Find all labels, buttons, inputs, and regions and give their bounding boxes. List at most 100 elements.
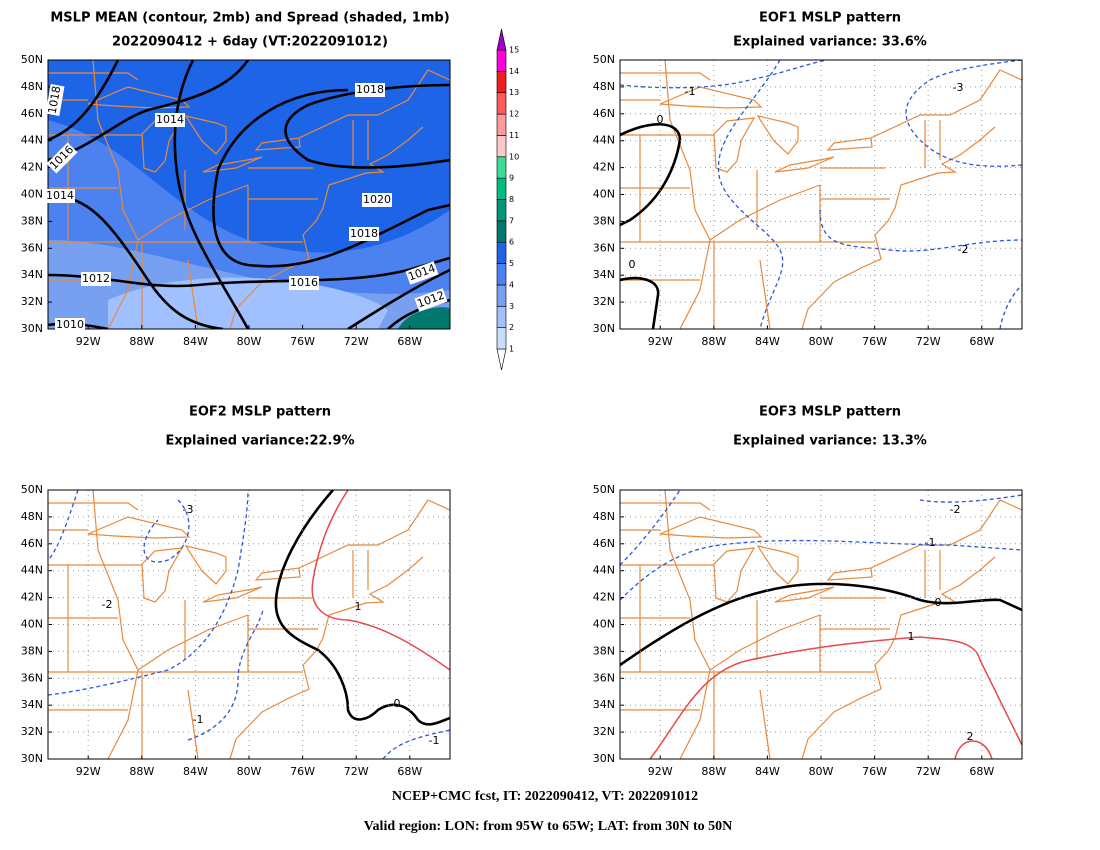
footer-line: Valid region: LON: from 95W to 65W; LAT:…: [364, 819, 733, 834]
label-box: [414, 288, 448, 312]
contour-label: 0: [394, 697, 401, 710]
lat-label: 40N: [593, 188, 615, 201]
lon-label: 80W: [237, 765, 262, 778]
lon-label: 72W: [916, 335, 941, 348]
lat-label: 38N: [593, 214, 615, 227]
lat-label: 36N: [593, 241, 615, 254]
contour-label: -3: [953, 81, 964, 94]
lat-label: 48N: [593, 80, 615, 93]
lon-label: 80W: [809, 335, 834, 348]
label-box: [55, 318, 85, 332]
panel-eof1: EOF1 MSLP pattern Explained variance: 33.…: [593, 11, 1023, 348]
lon-label: 92W: [648, 765, 673, 778]
footer-line: NCEP+CMC fcst, IT: 2022090412, VT: 20220…: [392, 789, 698, 804]
lat-label: 50N: [593, 53, 615, 66]
lat-label: 40N: [593, 618, 615, 631]
colorbar-cell: [496, 113, 507, 136]
lon-label: 84W: [183, 765, 208, 778]
lon-label: 92W: [76, 765, 101, 778]
lat-label: 44N: [593, 134, 615, 147]
colorbar-cell: [496, 135, 507, 158]
colorbar-label: 9: [509, 174, 514, 183]
lat-label: 36N: [21, 241, 43, 254]
panel-subtitle: 2022090412 + 6day (VT:2022091012): [112, 35, 388, 50]
lon-label: 76W: [862, 765, 887, 778]
lon-label: 80W: [809, 765, 834, 778]
label-box: [45, 189, 75, 203]
lat-label: 38N: [593, 644, 615, 657]
panel-subtitle: Explained variance: 33.6%: [733, 35, 927, 50]
plot-frame: [47, 489, 451, 760]
lat-label: 42N: [593, 161, 615, 174]
contour-label: -1: [925, 536, 936, 549]
colorbar-label: 15: [509, 46, 519, 55]
colorbar-cell: [496, 71, 507, 94]
lon-label: 76W: [290, 765, 315, 778]
lat-label: 42N: [21, 161, 43, 174]
colorbar-label: 3: [509, 302, 514, 311]
lat-label: 44N: [593, 564, 615, 577]
contour-label: 1: [355, 600, 362, 613]
colorbar-label: 11: [509, 131, 519, 140]
lon-label: 88W: [701, 335, 726, 348]
lat-label: 30N: [21, 322, 43, 335]
lat-label: 34N: [593, 268, 615, 281]
lat-label: 48N: [21, 80, 43, 93]
lat-label: 40N: [21, 618, 43, 631]
lat-label: 36N: [593, 671, 615, 684]
panel-subtitle: Explained variance: 13.3%: [733, 434, 927, 449]
colorbar-cell: [496, 284, 507, 307]
panel-eof2: EOF2 MSLP pattern Explained variance:22.9…: [21, 405, 451, 778]
contour-label: 0: [935, 596, 942, 609]
label-box: [46, 142, 78, 174]
contour-label: 0: [629, 258, 636, 271]
contour-label: 1014: [156, 113, 184, 126]
contour-label: -2: [958, 243, 969, 256]
lat-label: 32N: [593, 295, 615, 308]
lon-label: 68W: [969, 765, 994, 778]
colorbar-label: 4: [509, 280, 514, 289]
lat-label: 50N: [21, 53, 43, 66]
lon-label: 84W: [183, 335, 208, 348]
contour-label: -2: [102, 598, 113, 611]
contour-label: 1018: [356, 83, 384, 96]
colorbar-cell: [496, 305, 507, 328]
contour-label: 1016: [290, 276, 318, 289]
lon-label: 68W: [397, 765, 422, 778]
colorbar-cell: [496, 348, 507, 371]
lat-label: 48N: [21, 510, 43, 523]
lon-label: 88W: [129, 335, 154, 348]
lat-label: 44N: [21, 564, 43, 577]
lat-label: 34N: [21, 698, 43, 711]
colorbar-label: 12: [509, 110, 519, 119]
colorbar-label: 8: [509, 195, 514, 204]
panel-title: EOF2 MSLP pattern: [189, 405, 331, 420]
panel-mean: MSLP MEAN (contour, 2mb) and Spread (sha…: [21, 11, 451, 348]
lat-label: 38N: [21, 214, 43, 227]
contour-label: 1018: [350, 227, 378, 240]
colorbar-label: 1: [509, 345, 514, 354]
lat-label: 30N: [593, 322, 615, 335]
lon-label: 84W: [755, 335, 780, 348]
lat-label: 46N: [21, 107, 43, 120]
lat-label: 46N: [593, 107, 615, 120]
lat-label: 30N: [21, 752, 43, 765]
label-box: [81, 272, 111, 286]
colorbar-cell: [496, 177, 507, 200]
lon-label: 76W: [290, 335, 315, 348]
lon-label: 92W: [648, 335, 673, 348]
lat-label: 34N: [21, 268, 43, 281]
lon-label: 84W: [755, 765, 780, 778]
lon-label: 88W: [701, 765, 726, 778]
colorbar-cell: [496, 220, 507, 243]
colorbar-cell: [496, 156, 507, 179]
contour-label: 1010: [56, 318, 84, 331]
lon-label: 72W: [344, 335, 369, 348]
panel-subtitle: Explained variance:22.9%: [165, 434, 354, 449]
contour-label: -1: [429, 734, 440, 747]
panel-title: EOF1 MSLP pattern: [759, 11, 901, 26]
lon-label: 72W: [344, 765, 369, 778]
lat-label: 42N: [21, 591, 43, 604]
lat-label: 48N: [593, 510, 615, 523]
